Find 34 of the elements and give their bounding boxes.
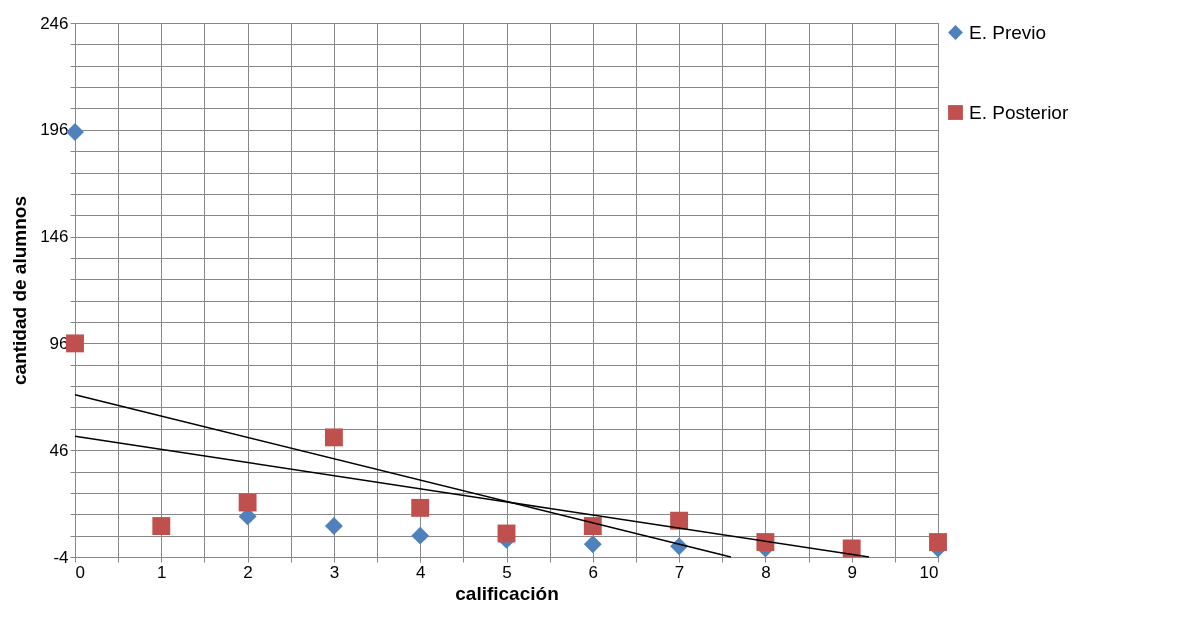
point (324, 428, 343, 447)
x-tick-label: 5 (502, 562, 512, 582)
y-tick-label: 146 (40, 227, 69, 247)
point (583, 535, 602, 554)
x-tick-label: 6 (588, 562, 599, 582)
x-tick-label: 4 (415, 562, 426, 582)
x-tick-label: 10 (919, 562, 939, 582)
point (66, 122, 84, 141)
y-tick-label: 196 (40, 120, 69, 140)
y-tick-label: 46 (49, 440, 69, 460)
point (497, 524, 516, 543)
legend-label: E. Posterior (969, 101, 1069, 123)
x-tick-label: 1 (157, 562, 167, 582)
point (411, 526, 430, 545)
x-tick-label: 9 (847, 562, 857, 582)
x-tick-label: 2 (243, 562, 253, 582)
point (238, 493, 257, 512)
x-tick-label: 0 (75, 562, 85, 582)
point (152, 517, 171, 535)
y-tick-label: 246 (40, 13, 69, 33)
point (670, 511, 689, 530)
point (756, 533, 775, 551)
y-axis-title: cantidad de alumnos (9, 196, 31, 385)
x-tick-label: 8 (761, 562, 771, 582)
legend-label: E. Previo (969, 21, 1047, 43)
point (324, 517, 343, 535)
point (929, 533, 947, 551)
y-tick-label: -4 (53, 547, 69, 567)
x-axis-title: calificación (455, 582, 559, 604)
x-tick-label: 7 (674, 562, 685, 582)
x-tick-label: 3 (329, 562, 340, 582)
point (66, 334, 84, 353)
point (583, 517, 602, 535)
point (411, 498, 430, 517)
